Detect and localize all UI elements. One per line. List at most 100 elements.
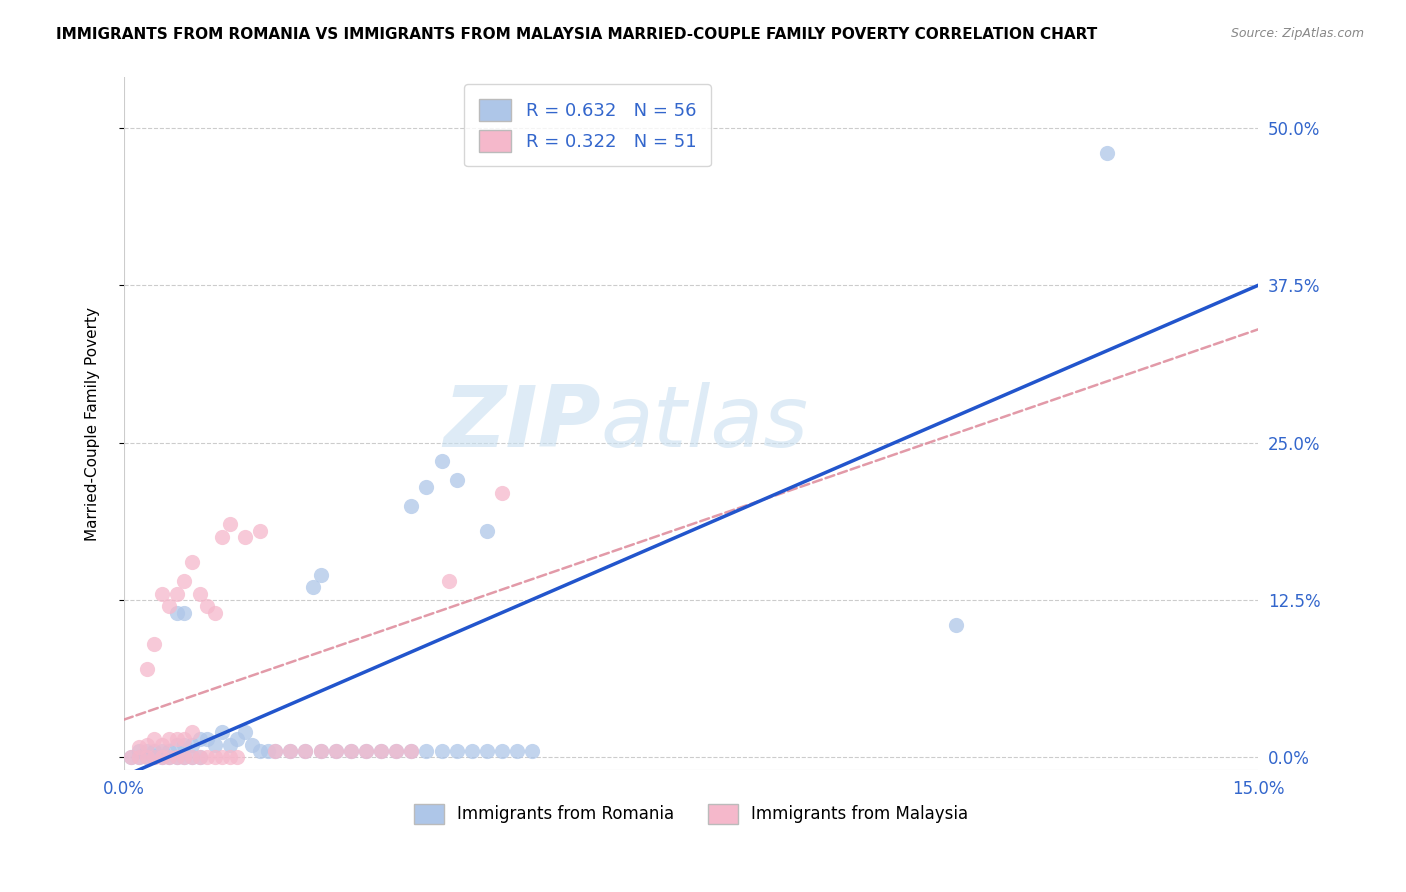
- Point: [506, 744, 529, 758]
- Point: [135, 662, 157, 676]
- Point: [181, 738, 204, 752]
- Point: [475, 524, 498, 538]
- Point: [188, 750, 211, 764]
- Point: [226, 731, 249, 746]
- Point: [278, 744, 301, 758]
- Point: [325, 744, 347, 758]
- Text: Source: ZipAtlas.com: Source: ZipAtlas.com: [1230, 27, 1364, 40]
- Point: [233, 530, 256, 544]
- Point: [340, 744, 363, 758]
- Point: [157, 750, 180, 764]
- Point: [188, 750, 211, 764]
- Point: [370, 744, 392, 758]
- Point: [135, 738, 157, 752]
- Point: [446, 744, 468, 758]
- Point: [150, 750, 173, 764]
- Point: [150, 587, 173, 601]
- Point: [401, 499, 423, 513]
- Point: [135, 744, 157, 758]
- Point: [150, 738, 173, 752]
- Point: [385, 744, 408, 758]
- Point: [128, 740, 150, 755]
- Point: [430, 744, 453, 758]
- Point: [325, 744, 347, 758]
- Point: [181, 725, 204, 739]
- Point: [340, 744, 363, 758]
- Point: [385, 744, 408, 758]
- Point: [211, 530, 233, 544]
- Point: [166, 750, 188, 764]
- Point: [249, 744, 271, 758]
- Point: [128, 750, 150, 764]
- Point: [294, 744, 316, 758]
- Point: [256, 744, 278, 758]
- Point: [166, 750, 188, 764]
- Point: [309, 744, 332, 758]
- Point: [128, 750, 150, 764]
- Point: [188, 587, 211, 601]
- Point: [522, 744, 544, 758]
- Point: [195, 599, 218, 614]
- Point: [128, 744, 150, 758]
- Point: [437, 574, 460, 588]
- Point: [401, 744, 423, 758]
- Point: [218, 750, 240, 764]
- Point: [173, 738, 195, 752]
- Point: [446, 474, 468, 488]
- Point: [204, 738, 226, 752]
- Point: [309, 567, 332, 582]
- Point: [370, 744, 392, 758]
- Point: [150, 744, 173, 758]
- Point: [157, 744, 180, 758]
- Point: [249, 524, 271, 538]
- Text: ZIP: ZIP: [443, 382, 600, 466]
- Point: [195, 731, 218, 746]
- Point: [157, 731, 180, 746]
- Point: [354, 744, 377, 758]
- Point: [188, 731, 211, 746]
- Point: [204, 606, 226, 620]
- Point: [430, 454, 453, 468]
- Point: [173, 750, 195, 764]
- Point: [218, 517, 240, 532]
- Point: [181, 750, 204, 764]
- Point: [166, 738, 188, 752]
- Point: [945, 618, 967, 632]
- Point: [121, 750, 143, 764]
- Point: [173, 731, 195, 746]
- Point: [415, 480, 437, 494]
- Point: [264, 744, 287, 758]
- Point: [166, 731, 188, 746]
- Point: [242, 738, 264, 752]
- Point: [143, 744, 166, 758]
- Point: [143, 637, 166, 651]
- Point: [157, 599, 180, 614]
- Point: [461, 744, 484, 758]
- Point: [166, 606, 188, 620]
- Legend: Immigrants from Romania, Immigrants from Malaysia: Immigrants from Romania, Immigrants from…: [413, 804, 969, 824]
- Point: [135, 750, 157, 764]
- Point: [1095, 146, 1118, 161]
- Text: IMMIGRANTS FROM ROMANIA VS IMMIGRANTS FROM MALAYSIA MARRIED-COUPLE FAMILY POVERT: IMMIGRANTS FROM ROMANIA VS IMMIGRANTS FR…: [56, 27, 1098, 42]
- Point: [226, 750, 249, 764]
- Point: [166, 587, 188, 601]
- Point: [415, 744, 437, 758]
- Point: [491, 486, 513, 500]
- Point: [401, 744, 423, 758]
- Point: [143, 731, 166, 746]
- Point: [143, 750, 166, 764]
- Point: [121, 750, 143, 764]
- Point: [354, 744, 377, 758]
- Point: [211, 750, 233, 764]
- Point: [195, 750, 218, 764]
- Point: [264, 744, 287, 758]
- Point: [233, 725, 256, 739]
- Point: [181, 750, 204, 764]
- Text: atlas: atlas: [600, 382, 808, 466]
- Point: [278, 744, 301, 758]
- Point: [173, 606, 195, 620]
- Point: [181, 555, 204, 569]
- Point: [173, 750, 195, 764]
- Point: [309, 744, 332, 758]
- Point: [294, 744, 316, 758]
